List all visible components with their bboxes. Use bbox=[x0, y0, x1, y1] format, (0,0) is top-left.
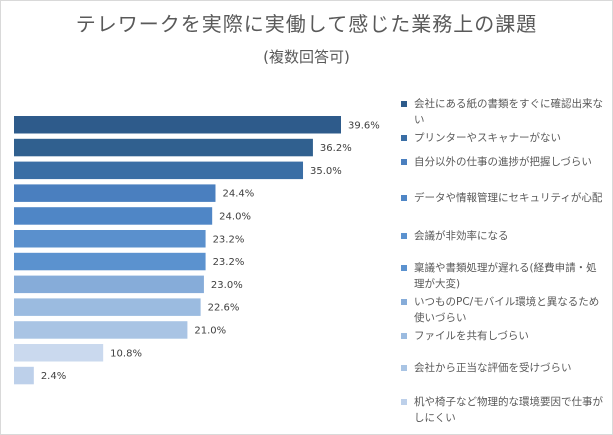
bar-12 bbox=[14, 366, 34, 385]
chart-title: テレワークを実際に実働して感じた業務上の課題 bbox=[75, 12, 538, 36]
legend-item-2: プリンターやスキャナーがない bbox=[401, 130, 606, 146]
bar-label-7: 23.2% bbox=[213, 257, 245, 268]
bar-1 bbox=[14, 116, 341, 134]
bar-11 bbox=[14, 344, 104, 362]
bar-label-2: 36.2% bbox=[320, 143, 352, 154]
legend-item-7: いつものPC/モバイル環境と異なるため使いづらい bbox=[401, 294, 606, 326]
chart-subtitle: (複数回答可) bbox=[263, 48, 350, 66]
bar-6 bbox=[14, 230, 206, 248]
bar-label-3: 35.0% bbox=[310, 166, 342, 177]
legend-swatch bbox=[401, 135, 407, 141]
bar-label-12: 2.4% bbox=[41, 371, 66, 382]
bar-9 bbox=[14, 298, 201, 316]
legend-label: プリンターやスキャナーがない bbox=[414, 132, 561, 144]
legend-swatch bbox=[401, 233, 407, 239]
bar-label-5: 24.0% bbox=[219, 211, 251, 222]
bar-3 bbox=[14, 161, 304, 180]
legend-swatch bbox=[401, 333, 407, 339]
legend-item-10: 机や椅子など物理的な環境要因で仕事がしにくい bbox=[401, 394, 606, 426]
legend-label: 自分以外の仕事の進捗が把握しづらい bbox=[414, 156, 592, 168]
legend-swatch bbox=[401, 365, 407, 371]
legend-label: ファイルを共有しづらい bbox=[414, 330, 529, 342]
bar-4 bbox=[14, 184, 216, 202]
bar-label-4: 24.4% bbox=[222, 189, 254, 200]
legend-item-9: 会社から正当な評価を受けづらい bbox=[401, 360, 606, 376]
bar-label-1: 39.6% bbox=[348, 120, 380, 131]
bar-2 bbox=[14, 138, 313, 157]
bar-label-8: 23.0% bbox=[211, 280, 243, 291]
bar-8 bbox=[14, 275, 204, 294]
legend-item-8: ファイルを共有しづらい bbox=[401, 328, 606, 344]
bar-label-9: 22.6% bbox=[208, 303, 240, 314]
bar-label-10: 21.0% bbox=[194, 325, 226, 336]
legend-swatch bbox=[401, 159, 407, 165]
bar-label-6: 23.2% bbox=[213, 234, 245, 245]
legend-label: データや情報管理にセキュリティが心配 bbox=[414, 192, 603, 204]
legend-swatch bbox=[401, 101, 407, 107]
legend-item-1: 会社にある紙の書類をすぐに確認出来ない bbox=[401, 96, 606, 128]
bar-label-11: 10.8% bbox=[110, 348, 142, 359]
legend-swatch bbox=[401, 265, 407, 271]
bar-5 bbox=[14, 207, 213, 225]
legend-swatch bbox=[401, 299, 407, 305]
legend-swatch bbox=[401, 195, 407, 201]
legend-label: 稟議や書類処理が遅れる(経費申請・処理が大変) bbox=[414, 262, 597, 290]
legend-label: 会社にある紙の書類をすぐに確認出来ない bbox=[414, 98, 603, 126]
legend-label: 会社から正当な評価を受けづらい bbox=[414, 362, 572, 374]
legend-swatch bbox=[401, 399, 407, 405]
legend-item-3: 自分以外の仕事の進捗が把握しづらい bbox=[401, 154, 606, 170]
legend-item-5: 会議が非効率になる bbox=[401, 228, 606, 244]
legend-label: いつものPC/モバイル環境と異なるため使いづらい bbox=[414, 296, 600, 324]
bar-10 bbox=[14, 321, 188, 339]
bar-7 bbox=[14, 252, 206, 271]
legend-label: 会議が非効率になる bbox=[414, 230, 509, 242]
legend-item-4: データや情報管理にセキュリティが心配 bbox=[401, 190, 606, 206]
legend-label: 机や椅子など物理的な環境要因で仕事がしにくい bbox=[414, 396, 603, 424]
legend-item-6: 稟議や書類処理が遅れる(経費申請・処理が大変) bbox=[401, 260, 606, 292]
